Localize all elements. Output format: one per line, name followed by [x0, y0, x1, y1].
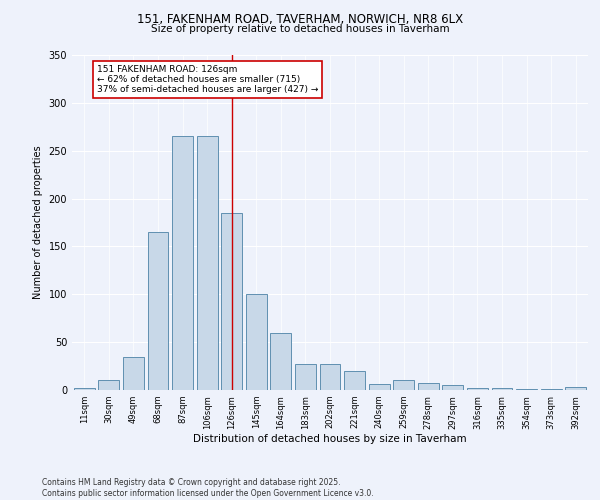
- Bar: [295, 364, 316, 390]
- Bar: [320, 364, 340, 390]
- Bar: [123, 356, 144, 390]
- Bar: [74, 388, 95, 390]
- Bar: [368, 384, 389, 390]
- Bar: [221, 213, 242, 390]
- Y-axis label: Number of detached properties: Number of detached properties: [33, 146, 43, 300]
- Bar: [467, 388, 488, 390]
- Bar: [491, 388, 512, 390]
- X-axis label: Distribution of detached houses by size in Taverham: Distribution of detached houses by size …: [193, 434, 467, 444]
- Bar: [344, 371, 365, 390]
- Bar: [541, 389, 562, 390]
- Bar: [393, 380, 414, 390]
- Text: 151, FAKENHAM ROAD, TAVERHAM, NORWICH, NR8 6LX: 151, FAKENHAM ROAD, TAVERHAM, NORWICH, N…: [137, 12, 463, 26]
- Bar: [418, 384, 439, 390]
- Text: Contains HM Land Registry data © Crown copyright and database right 2025.
Contai: Contains HM Land Registry data © Crown c…: [42, 478, 374, 498]
- Bar: [271, 332, 292, 390]
- Bar: [565, 387, 586, 390]
- Text: 151 FAKENHAM ROAD: 126sqm
← 62% of detached houses are smaller (715)
37% of semi: 151 FAKENHAM ROAD: 126sqm ← 62% of detac…: [97, 64, 318, 94]
- Text: Size of property relative to detached houses in Taverham: Size of property relative to detached ho…: [151, 24, 449, 34]
- Bar: [246, 294, 267, 390]
- Bar: [197, 136, 218, 390]
- Bar: [148, 232, 169, 390]
- Bar: [442, 385, 463, 390]
- Bar: [172, 136, 193, 390]
- Bar: [516, 389, 537, 390]
- Bar: [98, 380, 119, 390]
